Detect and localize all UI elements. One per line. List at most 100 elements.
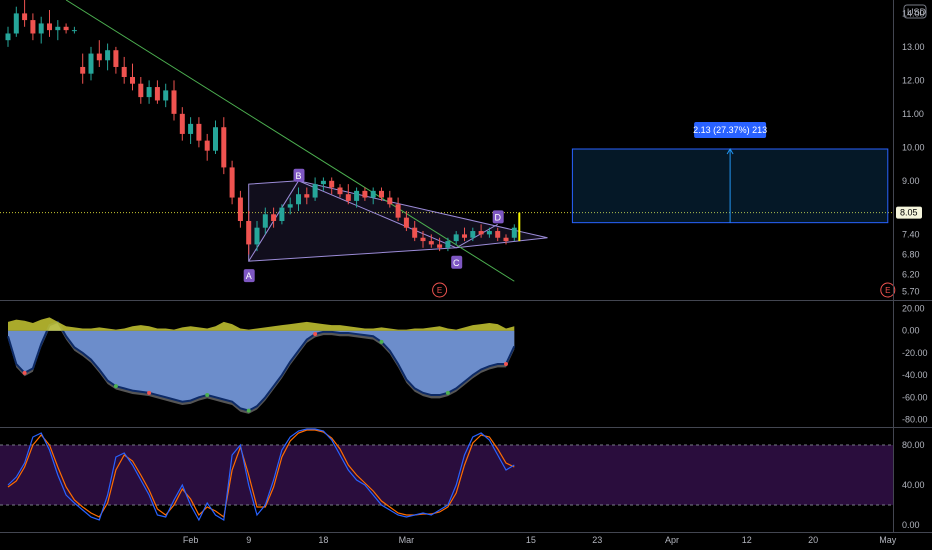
candle-body (279, 207, 285, 221)
time-tick-label: 18 (318, 535, 328, 545)
stochastic-panel[interactable] (0, 428, 893, 522)
last-price-label: 8.05 (900, 208, 918, 218)
candle-body (246, 220, 252, 245)
last-price-badge (896, 206, 922, 219)
candle-body (428, 241, 434, 245)
candle-body (320, 180, 326, 185)
currency-badge (903, 4, 927, 19)
time-tick-label: Feb (183, 535, 199, 545)
time-tick-label: 9 (246, 535, 251, 545)
candle-body (229, 167, 235, 198)
osc-tick-label: 0.00 (902, 326, 920, 336)
candle-body (437, 244, 443, 248)
stoch-tick-label: 0.00 (902, 520, 920, 530)
wave-label-c (451, 255, 463, 269)
time-tick-label: May (879, 535, 897, 545)
candle-body (453, 234, 459, 242)
candle-body (71, 30, 77, 32)
oscillator-pivot-dot (205, 393, 210, 398)
stoch-tick-label: 40.00 (902, 480, 925, 490)
time-tick-label: Apr (665, 535, 679, 545)
candle-body (354, 190, 360, 201)
osc-tick-label: 20.00 (902, 304, 925, 314)
time-tick-label: 15 (526, 535, 536, 545)
osc-tick-label: -40.00 (902, 370, 928, 380)
oscillator-pivot-dot (147, 390, 152, 395)
candle-body (345, 194, 351, 201)
candle-body (503, 237, 509, 242)
oscillator-pivot-dot (504, 362, 508, 366)
oscillator-yellow-area (8, 317, 515, 331)
price-tick-label: 5.70 (902, 286, 920, 296)
candle-body (22, 13, 28, 21)
price-tick-label: 9.00 (902, 176, 920, 186)
candle-body (362, 190, 368, 198)
candle-body (5, 33, 11, 41)
candle-body (213, 127, 218, 151)
event-marker (880, 282, 896, 298)
candle-body (163, 90, 169, 101)
price-panel[interactable]: A B C D 2.13 (27.37%) 213 E E (0, 0, 932, 301)
stochastic-k-line (7, 428, 515, 522)
price-tick-label: 6.80 (902, 249, 920, 259)
candle-body (179, 113, 185, 134)
candle-body (287, 204, 293, 208)
price-tick-label: 14.00 (902, 8, 925, 18)
oscillator-pivot-dot (313, 332, 318, 337)
candle-body (13, 13, 19, 34)
candle-body (121, 66, 127, 78)
candle-body (478, 231, 484, 235)
candle-body (304, 194, 310, 198)
candle-body (146, 87, 152, 98)
candle-body (55, 26, 61, 31)
event-marker-label: E (437, 286, 442, 295)
candle-body (254, 227, 260, 245)
wave-label-text: C (453, 258, 460, 268)
oscillator-pivot-dot (445, 390, 450, 395)
candle-body (63, 26, 69, 31)
candle-body (138, 83, 144, 98)
candle-body (511, 227, 517, 238)
event-marker-label: E (885, 286, 890, 295)
price-axis[interactable]: 14.00 13.00 12.00 11.00 10.00 9.00 7.40 6.80 6.2… (893, 0, 928, 532)
candle-body (188, 123, 194, 134)
candle-body (113, 50, 119, 67)
wave-label-text: A (246, 271, 252, 281)
wave-label-d (492, 210, 504, 224)
candle-body (154, 87, 160, 101)
time-tick-label: 20 (808, 535, 818, 545)
wave-label-b (293, 168, 305, 182)
oscillator-pivot-dot (379, 339, 384, 344)
candle-body (271, 214, 277, 221)
oscillator-pivot-dot (22, 370, 27, 375)
time-axis[interactable]: Feb918Mar1523Apr1220May17Jun (0, 532, 932, 546)
price-tick-label: 11.00 (902, 109, 924, 119)
price-tick-label: 12.00 (902, 75, 925, 85)
candle-body (38, 23, 44, 34)
candle-body (204, 140, 210, 151)
price-tick-label: 10.00 (902, 142, 925, 152)
candle-body (370, 190, 376, 198)
candle-body (221, 127, 227, 168)
candle-body (262, 214, 268, 228)
oscillator-area (8, 321, 515, 411)
candle-body (445, 241, 451, 248)
price-tick-label: 7.40 (902, 229, 920, 239)
candle-body (403, 217, 409, 228)
oscillator-panel[interactable] (0, 317, 932, 428)
projection-arrow-head (726, 148, 734, 155)
oscillator-line (7, 320, 516, 412)
osc-tick-label: -20.00 (902, 348, 928, 358)
event-marker (432, 282, 448, 298)
candle-body (462, 234, 467, 238)
candle-body (420, 237, 426, 242)
osc-tick-label: -80.00 (902, 414, 928, 424)
stochastic-d-line (7, 429, 515, 519)
candle-body (395, 204, 401, 218)
time-tick-label: Mar (399, 535, 415, 545)
wave-label-text: B (295, 171, 301, 181)
candle-body (80, 66, 86, 74)
trendline (65, 0, 515, 282)
price-tick-label: 13.00 (902, 42, 925, 52)
